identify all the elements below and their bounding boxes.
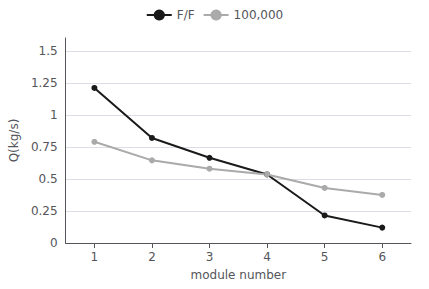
svg-text:4: 4 <box>263 250 271 264</box>
svg-text:0: 0 <box>50 236 58 250</box>
svg-text:5: 5 <box>321 250 329 264</box>
svg-text:1.25: 1.25 <box>31 76 58 90</box>
svg-text:6: 6 <box>378 250 386 264</box>
svg-text:1: 1 <box>91 250 99 264</box>
svg-text:1: 1 <box>50 108 58 122</box>
svg-text:0.25: 0.25 <box>31 204 58 218</box>
svg-text:100,000: 100,000 <box>234 8 284 22</box>
svg-text:F/F: F/F <box>177 8 195 22</box>
svg-text:module number: module number <box>190 268 286 282</box>
svg-text:0.75: 0.75 <box>31 140 58 154</box>
svg-text:2: 2 <box>148 250 156 264</box>
svg-text:1.5: 1.5 <box>39 44 58 58</box>
svg-text:0.5: 0.5 <box>39 172 58 186</box>
svg-text:3: 3 <box>206 250 214 264</box>
svg-text:Q(kg/s): Q(kg/s) <box>7 119 21 163</box>
